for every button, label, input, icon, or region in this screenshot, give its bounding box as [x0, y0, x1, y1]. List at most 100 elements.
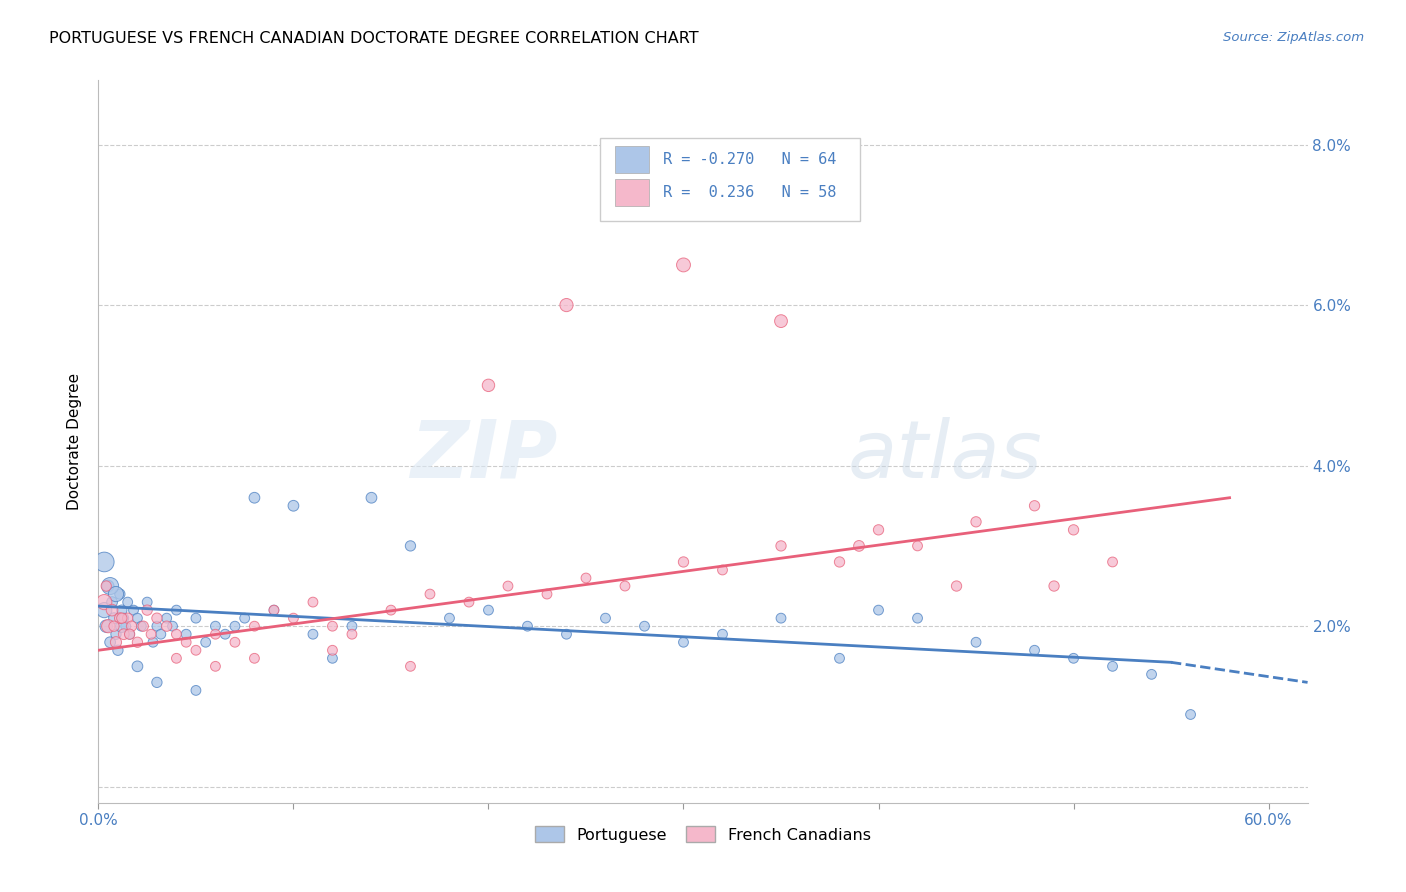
Point — [672, 635, 695, 649]
Point — [184, 611, 207, 625]
Y-axis label: Doctorate Degree: Doctorate Degree — [67, 373, 83, 510]
Point — [672, 258, 695, 272]
Point — [1063, 523, 1085, 537]
Point — [965, 635, 987, 649]
Point — [118, 627, 141, 641]
Point — [340, 619, 363, 633]
Point — [575, 571, 598, 585]
Point — [142, 635, 165, 649]
Point — [108, 587, 131, 601]
Point — [224, 619, 246, 633]
Point — [945, 579, 967, 593]
Point — [907, 611, 929, 625]
Point — [536, 587, 558, 601]
Point — [103, 611, 125, 625]
Point — [101, 603, 124, 617]
Text: PORTUGUESE VS FRENCH CANADIAN DOCTORATE DEGREE CORRELATION CHART: PORTUGUESE VS FRENCH CANADIAN DOCTORATE … — [49, 31, 699, 46]
Point — [633, 619, 655, 633]
Point — [97, 619, 120, 633]
Point — [399, 539, 422, 553]
Point — [243, 619, 266, 633]
Point — [1043, 579, 1066, 593]
Point — [321, 643, 343, 657]
Point — [614, 579, 637, 593]
Point — [156, 611, 179, 625]
Point — [458, 595, 481, 609]
Point — [136, 595, 159, 609]
Point — [399, 659, 422, 673]
Point — [555, 298, 578, 312]
Point — [263, 603, 285, 617]
Point — [204, 627, 226, 641]
Point — [711, 627, 734, 641]
Point — [204, 659, 226, 673]
Point — [117, 595, 139, 609]
Point — [321, 651, 343, 665]
Point — [204, 619, 226, 633]
Point — [283, 499, 305, 513]
Point — [114, 619, 136, 633]
Text: ZIP: ZIP — [411, 417, 558, 495]
Point — [595, 611, 617, 625]
FancyBboxPatch shape — [600, 138, 860, 221]
Point — [283, 611, 305, 625]
Text: atlas: atlas — [848, 417, 1043, 495]
Point — [98, 579, 121, 593]
Point — [127, 635, 149, 649]
Point — [107, 643, 129, 657]
Point — [111, 619, 134, 633]
Point — [214, 627, 236, 641]
Text: Source: ZipAtlas.com: Source: ZipAtlas.com — [1223, 31, 1364, 45]
Point — [117, 611, 139, 625]
Point — [477, 603, 499, 617]
Point — [1101, 659, 1123, 673]
Point — [302, 595, 325, 609]
Point — [224, 635, 246, 649]
Point — [97, 579, 120, 593]
Point — [184, 683, 207, 698]
Point — [194, 635, 217, 649]
Point — [111, 611, 134, 625]
Point — [848, 539, 870, 553]
Point — [146, 619, 169, 633]
Point — [112, 627, 135, 641]
Point — [263, 603, 285, 617]
Point — [127, 611, 149, 625]
Point — [101, 595, 124, 609]
Point — [868, 523, 890, 537]
Point — [302, 627, 325, 641]
Point — [1024, 499, 1046, 513]
Point — [96, 619, 118, 633]
Point — [828, 651, 851, 665]
Point — [174, 627, 197, 641]
Point — [907, 539, 929, 553]
Point — [165, 603, 187, 617]
Point — [104, 627, 127, 641]
Point — [146, 611, 169, 625]
Point — [103, 619, 125, 633]
Point — [104, 635, 127, 649]
Bar — [614, 178, 648, 206]
Point — [127, 659, 149, 673]
Point — [156, 619, 179, 633]
Point — [118, 627, 141, 641]
Point — [122, 603, 145, 617]
Bar — [614, 146, 648, 173]
Point — [1180, 707, 1202, 722]
Point — [165, 627, 187, 641]
Text: R =  0.236   N = 58: R = 0.236 N = 58 — [664, 185, 837, 200]
Point — [496, 579, 519, 593]
Point — [233, 611, 256, 625]
Point — [439, 611, 461, 625]
Point — [672, 555, 695, 569]
Point — [711, 563, 734, 577]
Point — [139, 627, 162, 641]
Point — [132, 619, 155, 633]
Point — [108, 611, 131, 625]
Point — [104, 587, 127, 601]
Point — [136, 603, 159, 617]
Point — [868, 603, 890, 617]
Point — [243, 651, 266, 665]
Point — [340, 627, 363, 641]
Point — [146, 675, 169, 690]
